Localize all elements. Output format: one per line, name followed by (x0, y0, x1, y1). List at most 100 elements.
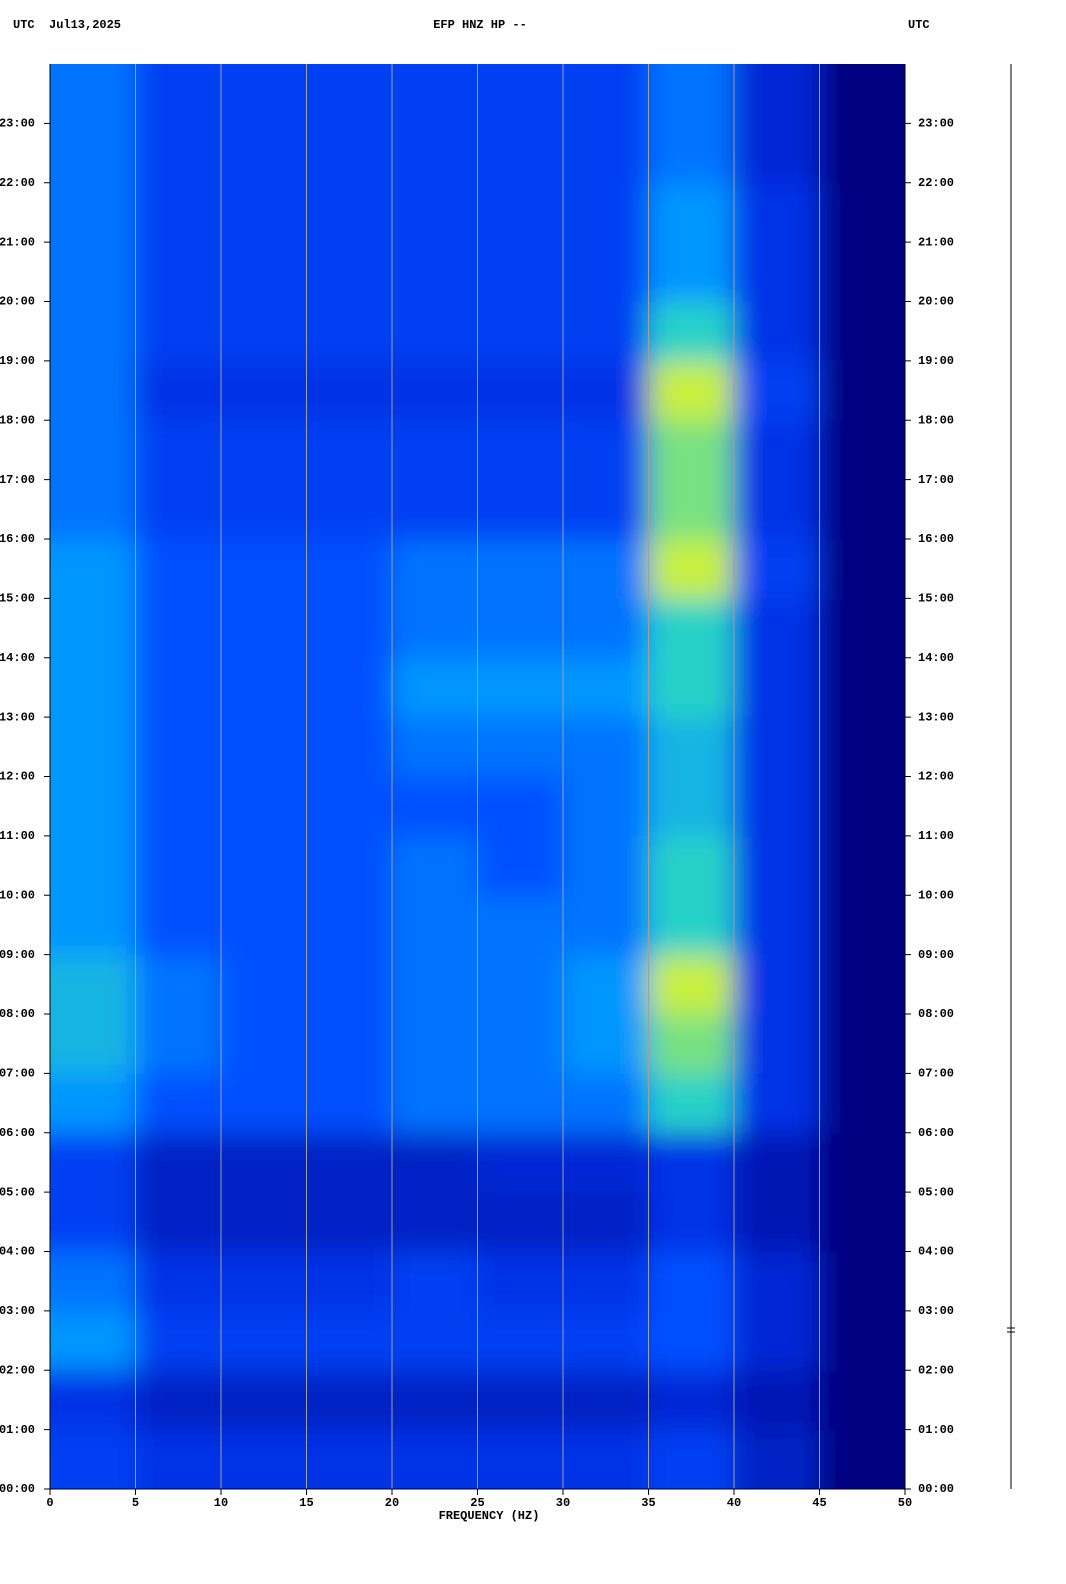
x-tick-label: 5 (132, 1496, 139, 1510)
heatmap-cell (734, 1370, 820, 1431)
heatmap-cell (135, 64, 222, 124)
heatmap-cell (563, 182, 649, 243)
heatmap-cell (563, 598, 649, 659)
heatmap-cell (50, 1370, 136, 1431)
heatmap-cell (306, 1251, 393, 1312)
heatmap-cell (819, 598, 905, 659)
heatmap-cell (306, 1429, 393, 1489)
heatmap-cell (819, 123, 905, 184)
y-tick-label-right: 15:00 (918, 592, 954, 606)
heatmap-cell (306, 1132, 393, 1193)
heatmap-cell (135, 598, 222, 659)
heatmap-cell (221, 182, 307, 243)
heatmap-cell (135, 1251, 222, 1312)
heatmap-cell (734, 1132, 820, 1193)
heatmap-cell (392, 598, 478, 659)
heatmap-cell (477, 539, 564, 599)
heatmap-cell (477, 954, 564, 1015)
heatmap-cell (50, 64, 136, 124)
heatmap-cell (135, 479, 222, 540)
heatmap-cell (734, 1251, 820, 1312)
y-tick-label-right: 00:00 (918, 1482, 954, 1496)
heatmap-cell (648, 954, 735, 1015)
heatmap-cell (50, 598, 136, 659)
heatmap-cell (306, 539, 393, 599)
heatmap-cell (135, 123, 222, 184)
heatmap-cell (734, 479, 820, 540)
heatmap-cell (392, 895, 478, 956)
heatmap-cell (135, 1310, 222, 1371)
y-tick-label-right: 05:00 (918, 1185, 954, 1199)
y-tick-label-right: 12:00 (918, 770, 954, 784)
heatmap-cell (221, 1073, 307, 1134)
heatmap-cell (648, 301, 735, 362)
heatmap-cell (477, 420, 564, 481)
heatmap-cell (50, 1073, 136, 1134)
heatmap-cell (477, 835, 564, 896)
y-tick-label-left: 18:00 (0, 413, 35, 427)
heatmap-cell (392, 776, 478, 837)
heatmap-cell (306, 776, 393, 837)
heatmap-cell (135, 301, 222, 362)
heatmap-cell (392, 954, 478, 1015)
heatmap-cell (477, 64, 564, 124)
heatmap-cell (50, 1192, 136, 1252)
heatmap-cell (221, 123, 307, 184)
y-tick-label-left: 01:00 (0, 1423, 35, 1437)
y-tick-label-left: 22:00 (0, 176, 35, 190)
heatmap-cell (819, 776, 905, 837)
heatmap-cell (819, 242, 905, 302)
heatmap-cell (50, 954, 136, 1015)
heatmap-cell (477, 717, 564, 777)
x-tick-label: 20 (385, 1496, 399, 1510)
heatmap-cell (648, 242, 735, 302)
y-tick-label-right: 10:00 (918, 888, 954, 902)
heatmap-cell (50, 539, 136, 599)
heatmap-cell (135, 954, 222, 1015)
y-tick-label-right: 13:00 (918, 710, 954, 724)
heatmap-cell (734, 1310, 820, 1371)
heatmap-cell (563, 64, 649, 124)
heatmap-cell (306, 657, 393, 718)
heatmap-cell (819, 1014, 905, 1074)
x-tick-label: 30 (556, 1496, 570, 1510)
heatmap-cell (477, 1370, 564, 1431)
heatmap-cell (221, 479, 307, 540)
heatmap-cell (563, 420, 649, 481)
heatmap-cell (50, 242, 136, 302)
heatmap-cell (819, 1370, 905, 1431)
heatmap-cell (648, 717, 735, 777)
heatmap-cell (819, 182, 905, 243)
heatmap-cell (392, 1014, 478, 1074)
y-tick-label-right: 22:00 (918, 176, 954, 190)
heatmap-cell (50, 182, 136, 243)
heatmap-cell (477, 1429, 564, 1489)
heatmap-cell (819, 1192, 905, 1252)
heatmap-cell (50, 657, 136, 718)
x-tick-label: 15 (299, 1496, 313, 1510)
heatmap-cell (477, 1310, 564, 1371)
heatmap-cell (306, 598, 393, 659)
y-tick-label-left: 19:00 (0, 354, 35, 368)
heatmap-cell (392, 301, 478, 362)
heatmap-cell (563, 1429, 649, 1489)
heatmap-cell (392, 1132, 478, 1193)
heatmap-cell (648, 776, 735, 837)
heatmap-cell (477, 776, 564, 837)
y-tick-label-left: 14:00 (0, 651, 35, 665)
x-tick-label: 25 (470, 1496, 484, 1510)
heatmap-cell (734, 835, 820, 896)
heatmap-cell (135, 242, 222, 302)
heatmap-cell (648, 479, 735, 540)
x-tick-label: 45 (812, 1496, 826, 1510)
heatmap-cell (221, 895, 307, 956)
heatmap-cell (819, 954, 905, 1015)
y-tick-label-right: 06:00 (918, 1126, 954, 1140)
heatmap-cell (477, 1073, 564, 1134)
right-label: UTC (908, 18, 930, 32)
heatmap-cell (563, 835, 649, 896)
heatmap-cell (306, 954, 393, 1015)
y-tick-label-right: 07:00 (918, 1067, 954, 1081)
heatmap-cell (306, 835, 393, 896)
